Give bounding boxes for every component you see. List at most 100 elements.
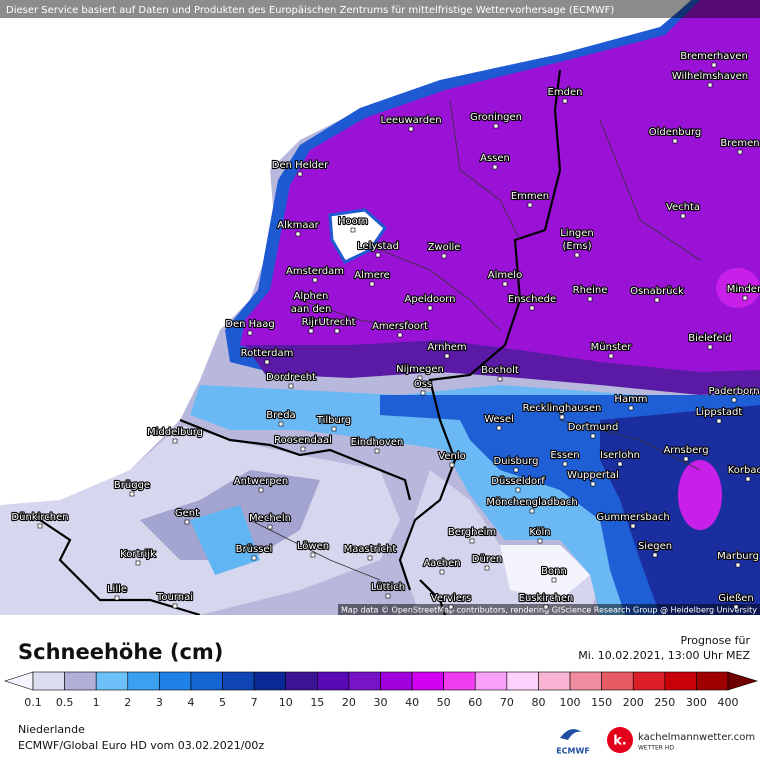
city-label: Bocholt <box>481 365 519 376</box>
forecast-label: Prognose für <box>681 634 751 647</box>
city-label: Emmen <box>511 191 549 202</box>
colorbar-tick-label: 3 <box>156 696 163 709</box>
border-fr-be <box>39 519 201 617</box>
city-label: Den Helder <box>272 160 329 171</box>
city-marker <box>439 569 445 575</box>
city-label: Brügge <box>114 480 150 491</box>
city-label: Rotterdam <box>241 348 294 359</box>
city-marker <box>300 446 306 452</box>
city-label: Iserlohn <box>600 450 640 461</box>
snow-darkpurple <box>245 340 760 395</box>
colorbar-box <box>569 671 602 691</box>
attribution-bg <box>338 604 760 615</box>
city-marker <box>135 560 141 566</box>
site-name: kachelmannwetter.com <box>638 732 755 743</box>
colorbar-box <box>696 671 729 691</box>
city-label: Gummersbach <box>596 512 669 523</box>
city-marker <box>441 253 447 259</box>
city-label: Löwen <box>297 541 329 552</box>
city-marker <box>630 523 636 529</box>
city-marker <box>37 523 43 529</box>
colorbar-box <box>317 671 350 691</box>
city-marker <box>295 231 301 237</box>
city-label: Enschede <box>508 294 556 305</box>
snow-magenta <box>678 460 722 530</box>
city-label: Paderborn <box>708 386 759 397</box>
colorbar-box <box>159 671 192 691</box>
city-label: Lingen <box>560 228 594 239</box>
city-label: Apeldoorn <box>405 294 456 305</box>
colorbar-box <box>253 671 287 691</box>
city-marker <box>529 508 535 514</box>
city-label: Korbach <box>728 465 760 476</box>
city-marker <box>711 62 717 68</box>
city-label: Euskirchen <box>519 593 574 604</box>
colorbar-box <box>411 671 444 691</box>
city-marker <box>172 603 178 609</box>
city-marker <box>385 593 391 599</box>
colorbar-tick-label: 300 <box>686 696 707 709</box>
city-label: Aachen <box>423 558 460 569</box>
city-marker <box>628 405 634 411</box>
colorbar-tick-label: 60 <box>468 696 482 709</box>
city-marker <box>310 552 316 558</box>
colorbar-box <box>538 671 571 691</box>
colorbar-box <box>601 671 634 691</box>
city-marker <box>350 227 356 233</box>
colorbar-tick-label: 80 <box>531 696 545 709</box>
city-marker <box>562 461 568 467</box>
city-marker <box>369 281 375 287</box>
city-label: Groningen <box>470 112 522 123</box>
colorbar-tick-label: 150 <box>591 696 612 709</box>
city-marker <box>297 171 303 177</box>
city-marker <box>513 467 519 473</box>
city-label: Dortmund <box>568 422 619 433</box>
city-marker <box>449 462 455 468</box>
city-marker <box>587 296 593 302</box>
city-marker <box>334 328 340 334</box>
city-marker <box>278 421 284 427</box>
city-marker <box>493 123 499 129</box>
colorbar-box <box>127 671 160 691</box>
city-label: Gent <box>175 508 199 519</box>
city-marker <box>608 353 614 359</box>
city-label: Lelystad <box>357 241 399 252</box>
city-label: Roosendaal <box>274 435 332 446</box>
city-marker <box>590 433 596 439</box>
city-label: aan den <box>291 304 332 315</box>
colorbar-tick-label: 100 <box>560 696 581 709</box>
snow-white <box>500 545 590 600</box>
city-label: Zwolle <box>428 242 461 253</box>
city-label: Mecheln <box>249 513 291 524</box>
colorbar-box <box>95 671 129 691</box>
colorbar-tick-label: 400 <box>718 696 739 709</box>
city-label: Venlo <box>438 451 465 462</box>
city-label: Middelburg <box>147 427 203 438</box>
city-marker <box>672 138 678 144</box>
city-label: Bielefeld <box>688 333 732 344</box>
city-marker <box>374 448 380 454</box>
city-marker <box>527 202 533 208</box>
city-label: Assen <box>480 153 510 164</box>
city-marker <box>497 376 503 382</box>
sea <box>0 0 690 505</box>
city-marker <box>496 425 502 431</box>
city-label: Emden <box>548 87 583 98</box>
city-marker <box>707 82 713 88</box>
snow-purple <box>240 0 760 385</box>
legend-title: Schneehöhe (cm) <box>18 640 223 664</box>
ecmwf-icon <box>560 729 582 740</box>
city-marker <box>367 555 373 561</box>
colorbar-tick-label: 250 <box>654 696 675 709</box>
city-marker <box>737 149 743 155</box>
city-marker <box>484 565 490 571</box>
lake <box>328 208 387 264</box>
borders <box>39 69 562 617</box>
city-marker <box>420 390 426 396</box>
city-marker <box>417 375 423 381</box>
city-label: Hamm <box>614 394 647 405</box>
city-label: Lippstadt <box>696 407 743 418</box>
site-logo-letter: k. <box>613 734 627 749</box>
banner: Dieser Service basiert auf Daten und Pro… <box>6 5 614 16</box>
city-label: Bremerhaven <box>680 51 748 62</box>
